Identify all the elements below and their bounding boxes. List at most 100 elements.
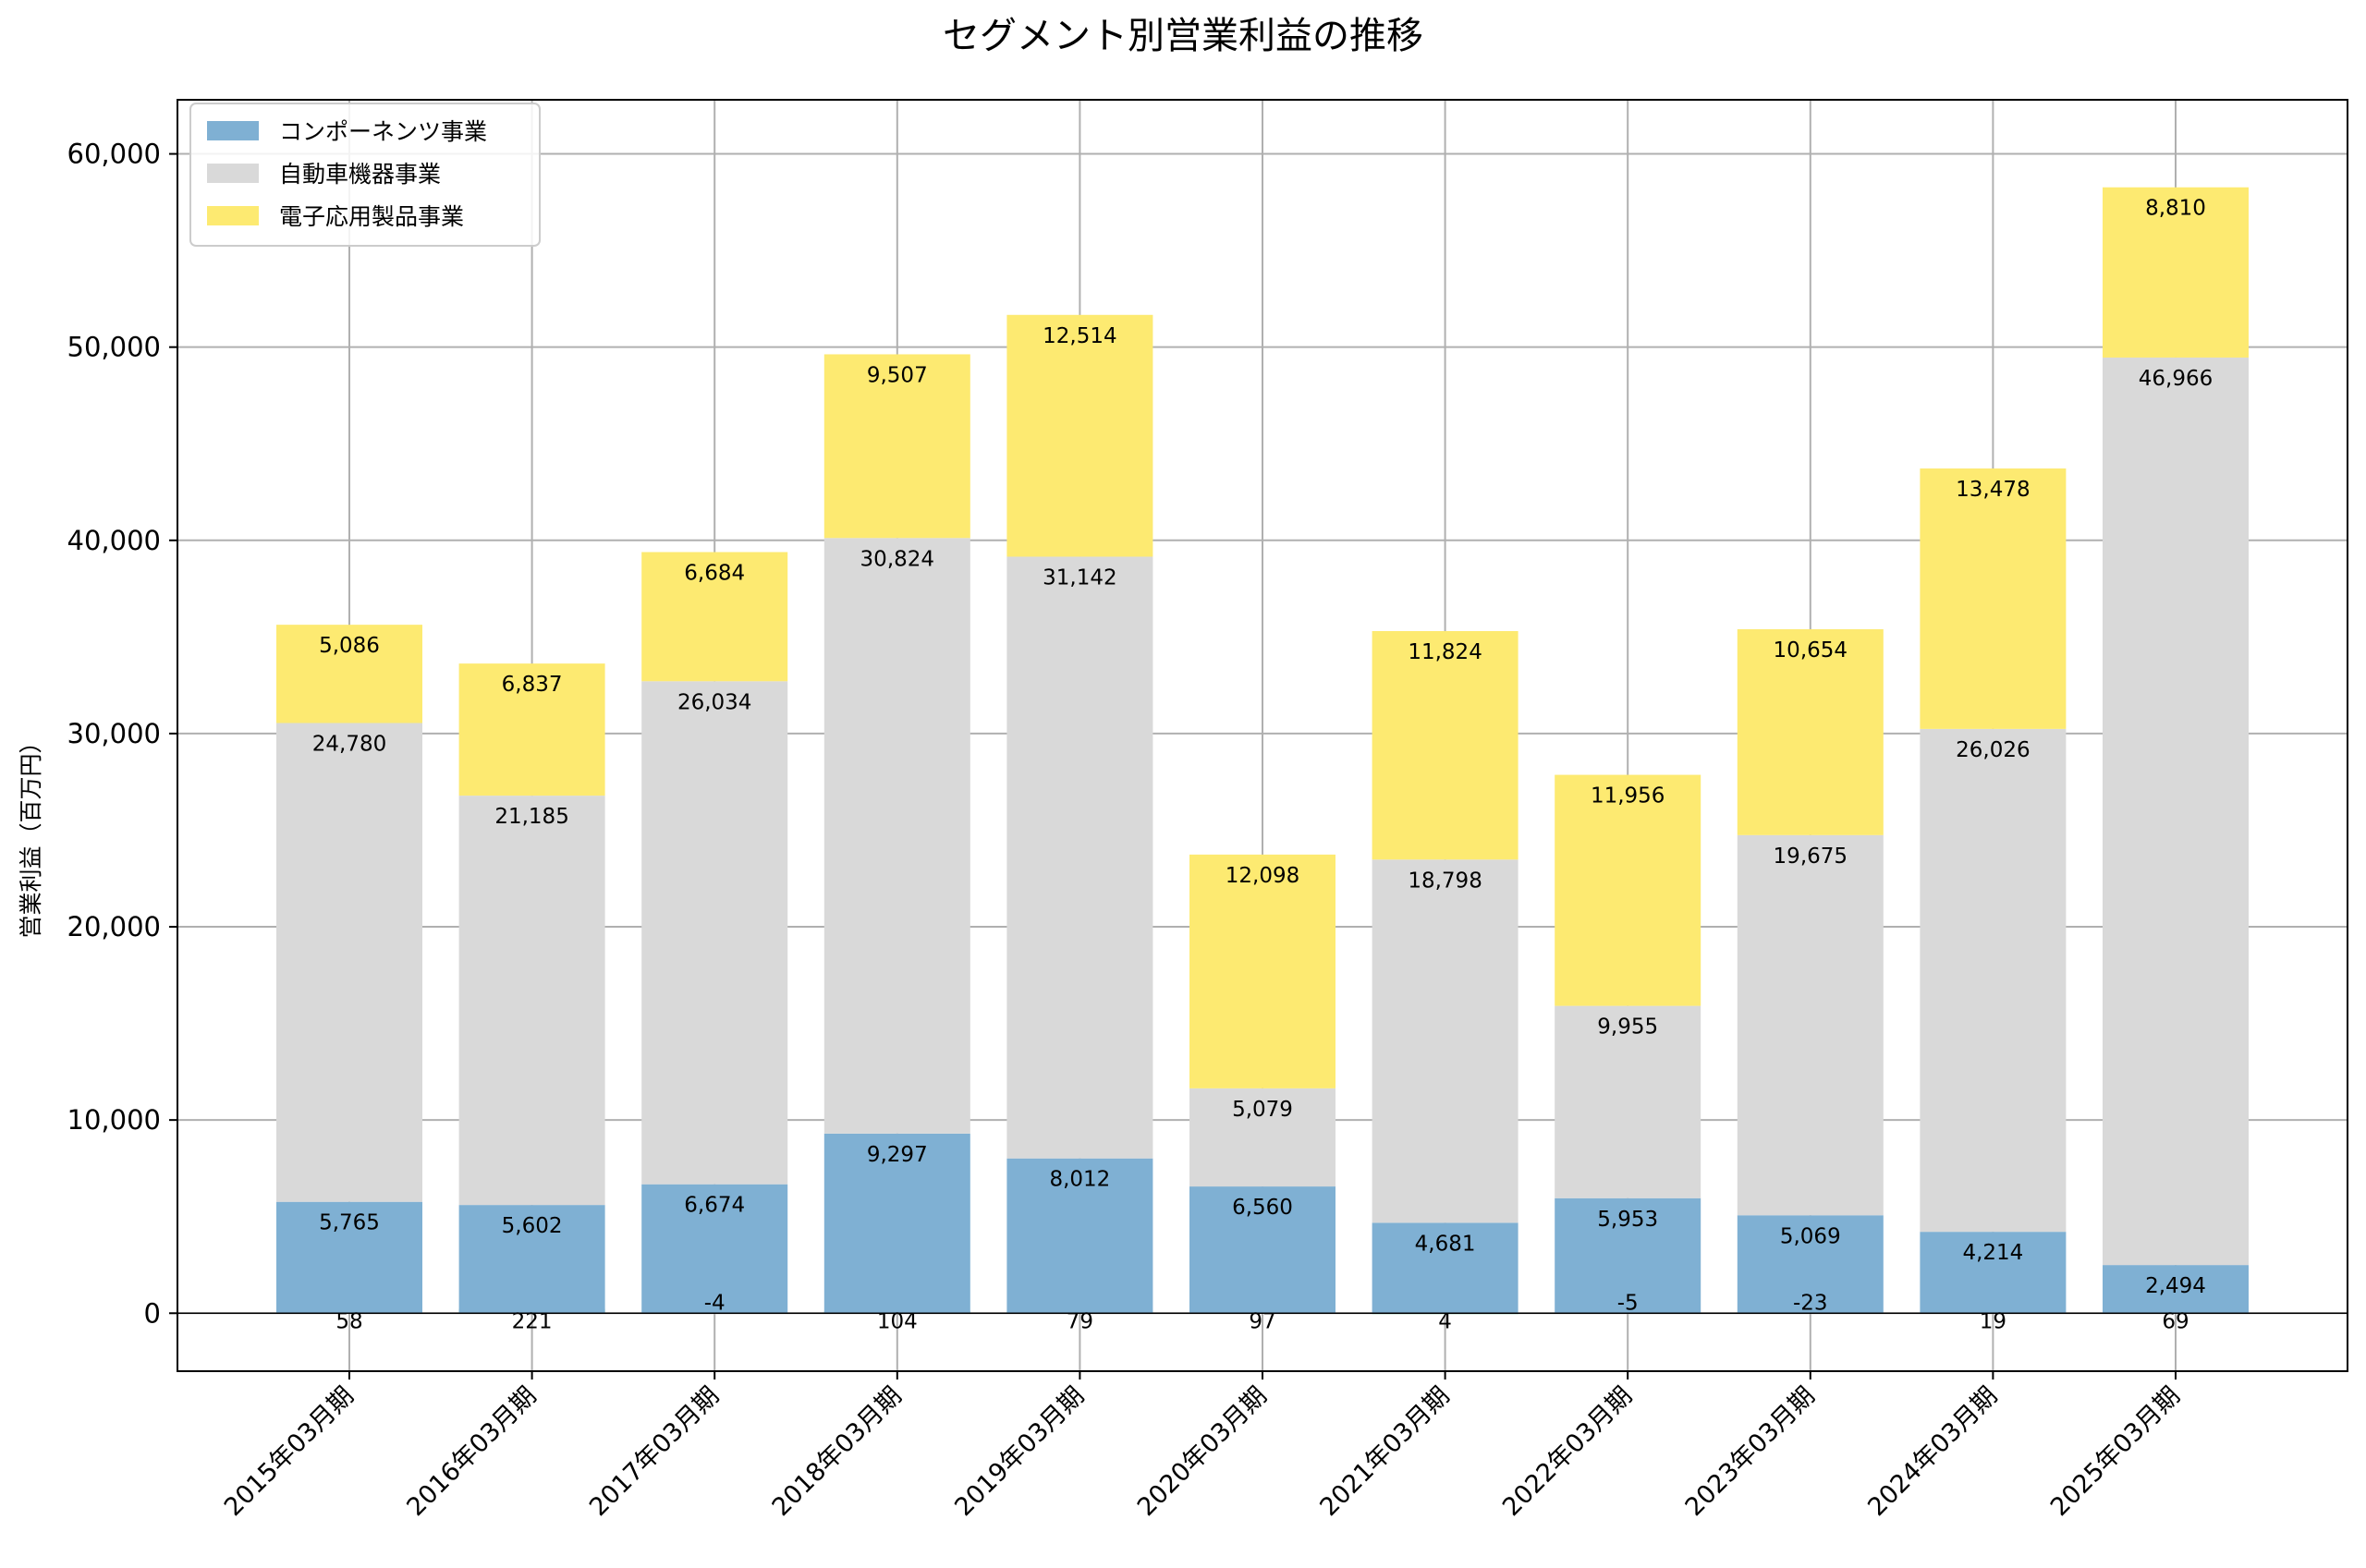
y-tick-label: 0 (144, 1297, 161, 1329)
x-tick-label: 2023年03月期 (1680, 1381, 1821, 1522)
data-label: 8,810 (2145, 197, 2206, 221)
data-label: 5,069 (1780, 1224, 1841, 1248)
x-tick-label: 2025年03月期 (2045, 1381, 2186, 1522)
data-label: 5,602 (502, 1214, 563, 1238)
data-label: 69 (2162, 1309, 2189, 1333)
data-label: 4,214 (1962, 1241, 2023, 1265)
bar-segment (276, 723, 422, 1202)
bar-segment (641, 681, 788, 1185)
data-label: 9,955 (1597, 1015, 1658, 1039)
bar-segment (1372, 859, 1518, 1223)
bar-segment (2103, 187, 2249, 358)
data-label: 12,098 (1226, 864, 1299, 888)
data-label: 9,507 (867, 363, 928, 387)
legend-label: 電子応用製品事業 (279, 203, 464, 230)
bar-segment (641, 552, 788, 682)
data-label: -5 (1617, 1291, 1639, 1315)
bar-segment (276, 1201, 422, 1314)
bar-segment (2103, 1265, 2249, 1314)
bar-segment (1737, 629, 1884, 835)
data-label: 97 (1249, 1309, 1275, 1333)
y-tick-label: 50,000 (67, 332, 161, 363)
data-label: 6,837 (502, 673, 563, 697)
data-label: -23 (1793, 1291, 1828, 1315)
legend-box (189, 103, 541, 247)
bar-segment (1920, 468, 2067, 729)
data-label: 4 (1438, 1309, 1452, 1333)
data-label: 104 (877, 1309, 918, 1333)
y-tick-label: 60,000 (67, 139, 161, 170)
data-label: 11,956 (1591, 784, 1665, 808)
data-label: 12,514 (1043, 324, 1116, 348)
data-label: 2,494 (2145, 1274, 2206, 1298)
x-tick-label: 2018年03月期 (767, 1381, 908, 1522)
chart-title: セグメント別営業利益の推移 (943, 15, 1423, 57)
bar-segment (1920, 728, 2067, 1233)
data-label: 4,681 (1415, 1232, 1476, 1256)
y-tick-label: 30,000 (67, 718, 161, 749)
bar-segment (458, 1205, 605, 1314)
x-tick-label: 2016年03月期 (401, 1381, 542, 1522)
data-label-layer: 58 5,765 24,780 5,086 221 5,602 21,185 6,837 -4 6… (312, 197, 2213, 1334)
data-label: 8,012 (1049, 1168, 1110, 1192)
bar-segment (823, 354, 970, 539)
data-label: 9,297 (867, 1143, 928, 1167)
bar-segment (458, 796, 605, 1206)
data-label: 221 (512, 1309, 553, 1333)
y-axis-label: 営業利益（百万円） (18, 730, 44, 938)
bar-segment (1737, 834, 1884, 1216)
x-tick-label: 2017年03月期 (584, 1381, 725, 1522)
bar-segment (276, 625, 422, 723)
bar-segment (1737, 1215, 1884, 1314)
bar-segment (1372, 631, 1518, 860)
data-label: 5,953 (1597, 1208, 1658, 1232)
data-label: 11,824 (1408, 640, 1482, 664)
x-tick-label: 2022年03月期 (1497, 1381, 1638, 1522)
bar-segment (1555, 774, 1701, 1006)
bar-segment (2103, 357, 2249, 1266)
x-tick-label: 2020年03月期 (1132, 1381, 1273, 1522)
data-label: 10,654 (1774, 638, 1848, 662)
data-label: 46,966 (2139, 367, 2213, 391)
data-label: 21,185 (494, 805, 568, 829)
data-label: 19,675 (1774, 845, 1848, 869)
bar-segment (1555, 1005, 1701, 1198)
bar-segment (1006, 1158, 1153, 1314)
data-label: 26,026 (1956, 738, 2030, 762)
bar-segment (458, 663, 605, 796)
bar-segment (1372, 1222, 1518, 1314)
bar-segment (1006, 556, 1153, 1159)
data-label: 26,034 (677, 690, 751, 714)
legend-label: コンポーネンツ事業 (279, 118, 487, 145)
x-tick-label: 2024年03月期 (1862, 1381, 2003, 1522)
bar-segment (1006, 314, 1153, 557)
x-tick-label: 2021年03月期 (1314, 1381, 1455, 1522)
data-label: 58 (335, 1309, 362, 1333)
data-label: 6,674 (684, 1194, 745, 1218)
data-label: 5,079 (1232, 1098, 1293, 1122)
data-label: 31,142 (1043, 565, 1116, 590)
x-tick-label: 2015年03月期 (219, 1381, 360, 1522)
y-tick-label: 40,000 (67, 525, 161, 556)
bar-layer (276, 187, 2249, 1315)
data-label: 30,824 (860, 547, 934, 571)
data-label: 24,780 (312, 733, 386, 757)
data-label: 18,798 (1408, 869, 1482, 893)
data-label: -4 (704, 1291, 726, 1315)
bar-segment (1189, 1186, 1335, 1314)
x-tick-label: 2019年03月期 (949, 1381, 1090, 1522)
legend-swatch (207, 164, 259, 183)
data-label: 19 (1980, 1309, 2006, 1333)
y-tick-label: 10,000 (67, 1104, 161, 1136)
data-label: 79 (1067, 1309, 1093, 1333)
data-label: 5,086 (319, 634, 380, 658)
data-label: 13,478 (1956, 478, 2030, 502)
bar-segment (823, 538, 970, 1134)
y-tick-label: 20,000 (67, 911, 161, 942)
bar-segment (1555, 1197, 1701, 1314)
legend-label: 自動車機器事業 (279, 161, 441, 188)
bar-segment (823, 1133, 970, 1314)
data-label: 6,684 (684, 562, 745, 586)
